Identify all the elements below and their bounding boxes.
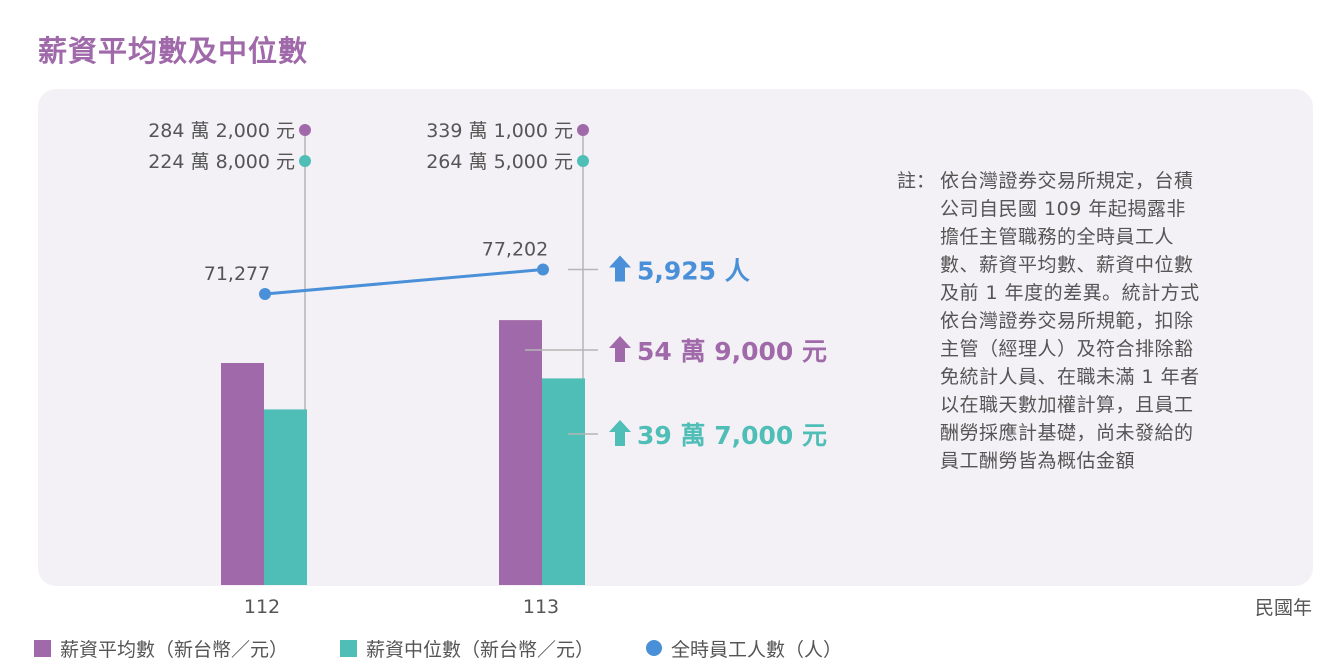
legend-label-median: 薪資中位數（新台幣／元） <box>366 638 595 661</box>
chart-title: 薪資平均數及中位數 <box>38 34 309 68</box>
dot-median-112 <box>299 155 311 167</box>
legend-item-employees: 全時員工人數（人） <box>646 635 842 662</box>
legend-item-median: 薪資中位數（新台幣／元） <box>340 635 594 662</box>
change-arrow-up-icon-0 <box>609 255 631 282</box>
value-label-average-113: 339 萬 1,000 元 <box>426 120 573 142</box>
x-tick-label-113: 113 <box>523 596 559 618</box>
employees-value-label-112: 71,277 <box>204 263 270 285</box>
bar-average-113 <box>499 320 542 585</box>
legend-swatch-average <box>34 639 51 657</box>
legend-swatch-employees <box>646 640 663 656</box>
value-label-median-112: 224 萬 8,000 元 <box>148 151 295 173</box>
change-label-2: 39 萬 7,000 元 <box>637 421 827 450</box>
bar-median-113 <box>542 378 585 585</box>
footnote-text: 依台灣證券交易所規定，台積公司自民國 109 年起揭露非擔任主管職務的全時員工人… <box>940 170 1200 472</box>
change-label-1: 54 萬 9,000 元 <box>637 337 827 366</box>
change-arrow-up-icon-1 <box>609 336 631 362</box>
legend-swatch-median <box>340 639 358 657</box>
bar-average-112 <box>221 363 264 585</box>
employees-point-113 <box>537 263 549 276</box>
legend-item-average: 薪資平均數（新台幣／元） <box>34 635 288 662</box>
value-label-median-113: 264 萬 5,000 元 <box>426 151 573 173</box>
legend-label-employees: 全時員工人數（人） <box>671 638 843 661</box>
employees-line <box>264 268 544 296</box>
x-tick-label-112: 112 <box>244 596 280 618</box>
footnote-label: 註： <box>897 170 936 192</box>
legend: 薪資平均數（新台幣／元） 薪資中位數（新台幣／元） 全時員工人數（人） <box>34 633 894 663</box>
change-arrow-up-icon-2 <box>609 420 631 446</box>
dot-average-113 <box>577 124 589 136</box>
value-label-average-112: 284 萬 2,000 元 <box>148 120 295 142</box>
x-axis-unit: 民國年 <box>1254 597 1312 619</box>
change-label-0: 5,925 人 <box>637 257 750 286</box>
bar-median-112 <box>264 409 307 585</box>
dot-median-113 <box>577 155 589 167</box>
dot-average-112 <box>299 124 311 136</box>
employees-value-label-113: 77,202 <box>482 239 548 261</box>
legend-label-average: 薪資平均數（新台幣／元） <box>60 638 289 661</box>
employees-point-112 <box>259 288 271 300</box>
